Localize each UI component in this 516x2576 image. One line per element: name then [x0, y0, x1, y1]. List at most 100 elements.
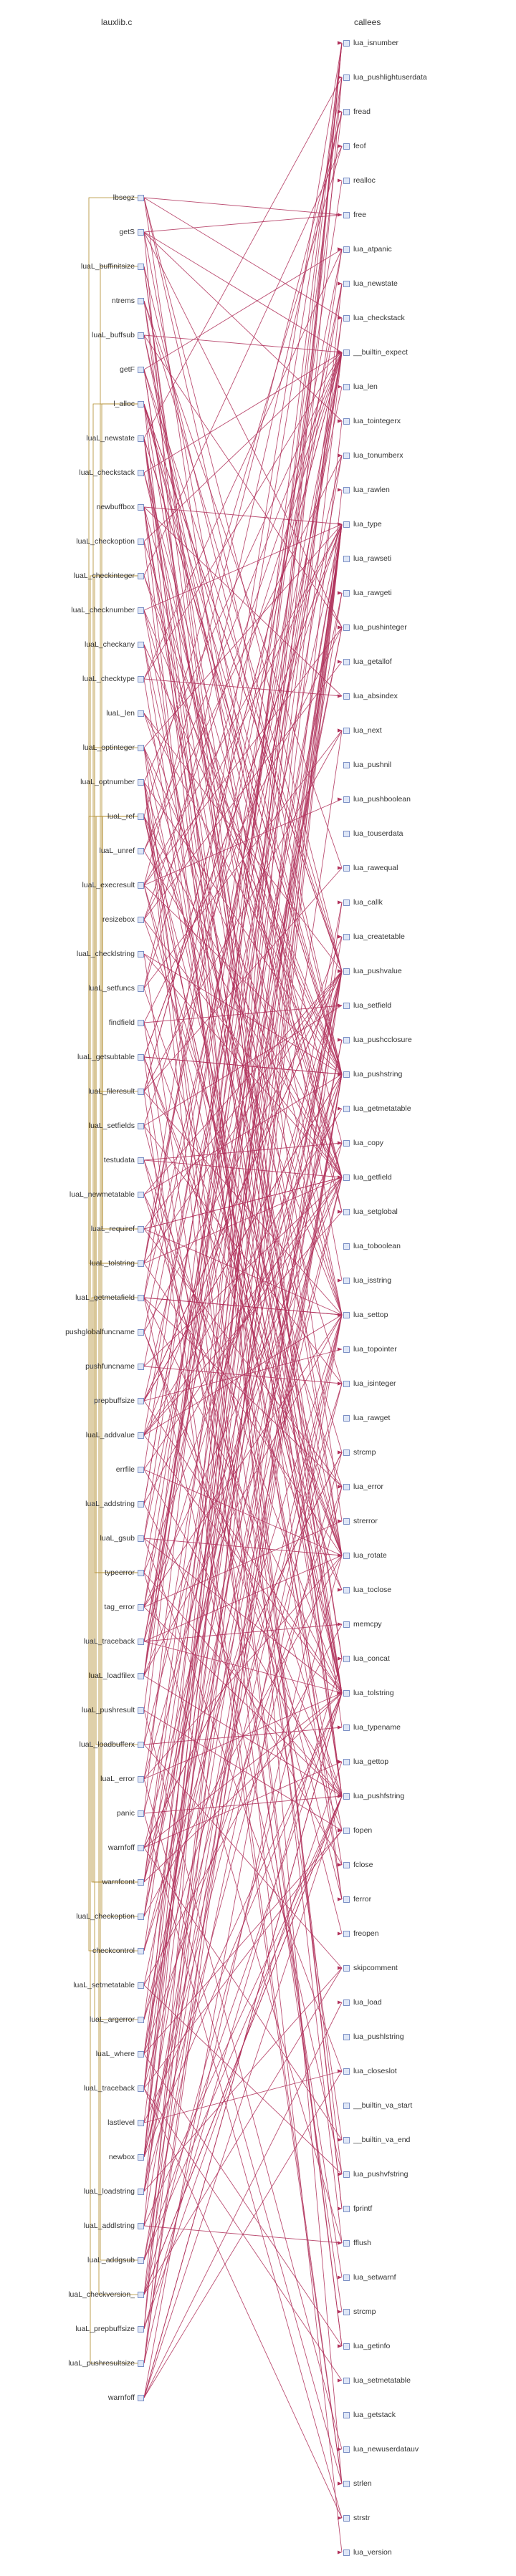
node-box[interactable]: [138, 332, 144, 339]
node-box[interactable]: [138, 1535, 144, 1542]
node-box[interactable]: [138, 2325, 144, 2333]
node-box[interactable]: [138, 194, 144, 201]
node-box[interactable]: [343, 1552, 350, 1559]
node-box[interactable]: [343, 108, 350, 115]
node-box[interactable]: [343, 933, 350, 940]
node-box[interactable]: [343, 968, 350, 975]
node-box[interactable]: [343, 1655, 350, 1662]
node-box[interactable]: [138, 1260, 144, 1267]
node-box[interactable]: [343, 1174, 350, 1181]
node-box[interactable]: [343, 1518, 350, 1525]
node-box[interactable]: [343, 1105, 350, 1112]
node-box[interactable]: [138, 1466, 144, 1473]
node-box[interactable]: [343, 1621, 350, 1628]
node-box[interactable]: [138, 1328, 144, 1336]
node-box[interactable]: [343, 2308, 350, 2315]
node-box[interactable]: [138, 2050, 144, 2058]
node-box[interactable]: [343, 1793, 350, 1800]
node-box[interactable]: [343, 2377, 350, 2384]
node-box[interactable]: [138, 744, 144, 751]
node-box[interactable]: [343, 418, 350, 425]
node-box[interactable]: [343, 555, 350, 562]
node-box[interactable]: [138, 1225, 144, 1232]
node-box[interactable]: [343, 796, 350, 803]
node-box[interactable]: [343, 1930, 350, 1937]
node-box[interactable]: [138, 1947, 144, 1954]
node-box[interactable]: [138, 985, 144, 992]
node-box[interactable]: [138, 1122, 144, 1129]
node-box[interactable]: [138, 2222, 144, 2229]
node-box[interactable]: [343, 1208, 350, 1215]
node-box[interactable]: [343, 693, 350, 700]
node-box[interactable]: [138, 847, 144, 854]
node-box[interactable]: [343, 1380, 350, 1387]
node-box[interactable]: [343, 2480, 350, 2487]
node-box[interactable]: [138, 607, 144, 614]
node-box[interactable]: [343, 486, 350, 493]
node-box[interactable]: [343, 2102, 350, 2109]
node-box[interactable]: [343, 246, 350, 253]
node-box[interactable]: [138, 2016, 144, 2023]
node-box[interactable]: [343, 1689, 350, 1697]
node-box[interactable]: [138, 1363, 144, 1370]
node-box[interactable]: [138, 1569, 144, 1576]
node-box[interactable]: [138, 1053, 144, 1061]
node-box[interactable]: [138, 1775, 144, 1783]
node-box[interactable]: [138, 1672, 144, 1679]
node-box[interactable]: [343, 2205, 350, 2212]
node-box[interactable]: [138, 469, 144, 476]
node-box[interactable]: [138, 1638, 144, 1645]
node-box[interactable]: [138, 1707, 144, 1714]
node-box[interactable]: [343, 864, 350, 872]
node-box[interactable]: [138, 710, 144, 717]
node-box[interactable]: [138, 435, 144, 442]
node-box[interactable]: [138, 1157, 144, 1164]
node-box[interactable]: [343, 1827, 350, 1834]
node-box[interactable]: [343, 2549, 350, 2556]
node-box[interactable]: [343, 1586, 350, 1593]
node-box[interactable]: [138, 2188, 144, 2195]
node-box[interactable]: [138, 1810, 144, 1817]
node-box[interactable]: [138, 2085, 144, 2092]
node-box[interactable]: [343, 1243, 350, 1250]
node-box[interactable]: [343, 1896, 350, 1903]
node-box[interactable]: [138, 1603, 144, 1611]
node-box[interactable]: [343, 658, 350, 665]
node-box[interactable]: [138, 2257, 144, 2264]
node-box[interactable]: [138, 1500, 144, 1508]
node-box[interactable]: [138, 1294, 144, 1301]
node-box[interactable]: [343, 211, 350, 218]
node-box[interactable]: [138, 1913, 144, 1920]
node-box[interactable]: [343, 2446, 350, 2453]
node-box[interactable]: [138, 950, 144, 957]
node-box[interactable]: [343, 1758, 350, 1765]
node-box[interactable]: [138, 2153, 144, 2161]
node-box[interactable]: [138, 1741, 144, 1748]
node-box[interactable]: [343, 74, 350, 81]
node-box[interactable]: [343, 1964, 350, 1972]
node-box[interactable]: [343, 2136, 350, 2143]
node-box[interactable]: [343, 1724, 350, 1731]
node-box[interactable]: [343, 143, 350, 150]
node-box[interactable]: [138, 1878, 144, 1886]
node-box[interactable]: [138, 1191, 144, 1198]
node-box[interactable]: [343, 899, 350, 906]
node-box[interactable]: [343, 1277, 350, 1284]
node-box[interactable]: [138, 2360, 144, 2367]
node-box[interactable]: [343, 589, 350, 597]
node-box[interactable]: [343, 1311, 350, 1318]
node-box[interactable]: [138, 400, 144, 407]
node-box[interactable]: [138, 641, 144, 648]
node-box[interactable]: [138, 538, 144, 545]
node-box[interactable]: [138, 916, 144, 923]
node-box[interactable]: [343, 1139, 350, 1147]
node-box[interactable]: [343, 830, 350, 837]
node-box[interactable]: [138, 503, 144, 511]
node-box[interactable]: [138, 228, 144, 236]
node-box[interactable]: [138, 263, 144, 270]
node-box[interactable]: [343, 280, 350, 287]
node-box[interactable]: [343, 349, 350, 356]
node-box[interactable]: [138, 675, 144, 682]
node-box[interactable]: [138, 297, 144, 304]
node-box[interactable]: [343, 2411, 350, 2418]
